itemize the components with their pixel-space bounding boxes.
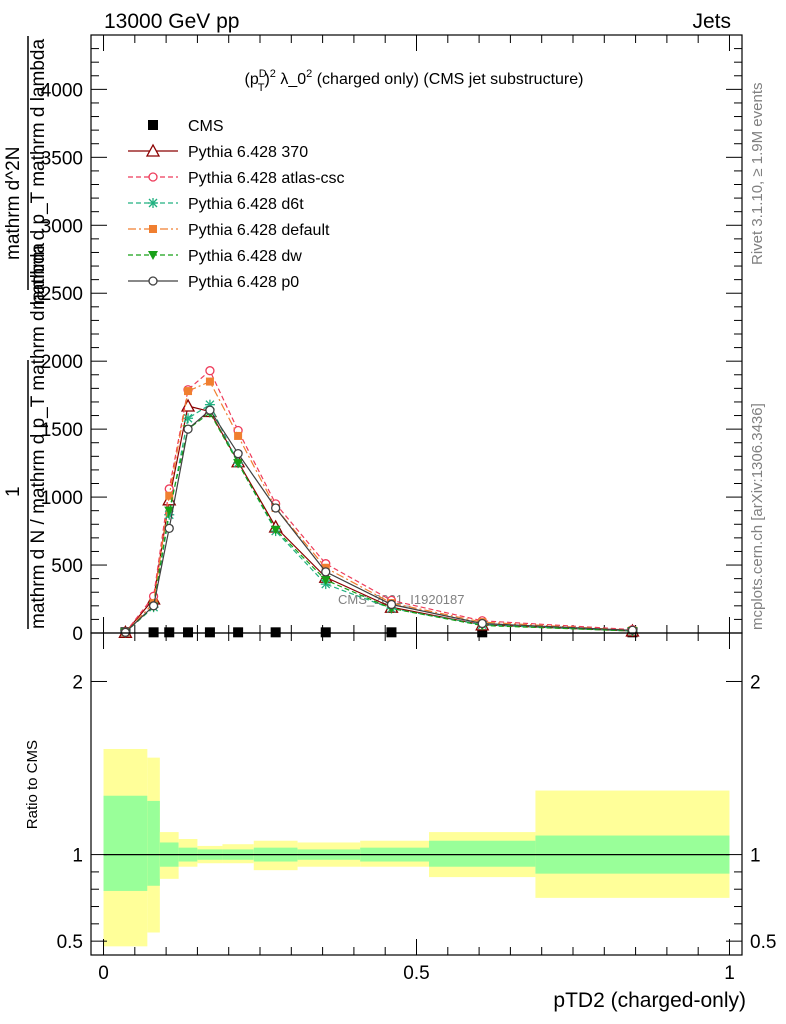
data-point — [148, 120, 158, 130]
main-y-tick-label: 1500 — [41, 420, 83, 441]
series-pythia-6-428-370 — [118, 398, 640, 638]
ratio-y-tick-label: 2 — [72, 672, 83, 693]
data-point — [145, 143, 161, 157]
data-point — [148, 198, 158, 208]
main-y-tick-label: 1000 — [41, 488, 83, 509]
main-y-tick-label: 2500 — [41, 284, 83, 305]
data-point — [386, 599, 397, 610]
ratio-inner-band — [147, 800, 160, 886]
ratio-frame — [90, 632, 743, 956]
watermark: CMS_2021_I1920187 — [338, 592, 465, 607]
mcplots-label: mcplots.cern.ch [arXiv:1306.3436] — [749, 403, 766, 630]
data-point — [320, 627, 331, 638]
ylabel-denominator-2: mathrm d p_T mathrm d lambda — [28, 39, 49, 310]
main-y-tick-label: 3500 — [41, 148, 83, 169]
ratio-y-tick-label-right: 1 — [750, 846, 761, 867]
legend-item: Pythia 6.428 d6t — [128, 196, 304, 213]
data-point — [149, 225, 157, 233]
data-point — [233, 448, 243, 459]
data-point — [270, 627, 281, 638]
ratio-tick-labels: 0.5 0.5 1 1 2 2 0 0.5 1 — [57, 672, 777, 984]
main-y-tick-label: 4000 — [41, 80, 83, 101]
legend-label: Pythia 6.428 default — [188, 222, 330, 239]
series-line — [124, 411, 633, 633]
data-point — [165, 491, 174, 500]
ratio-axis-ticks — [91, 633, 742, 955]
rivet-label: Rivet 3.1.10, ≥ 1.9M events — [749, 83, 766, 266]
data-point — [148, 251, 158, 260]
data-point — [164, 506, 175, 516]
data-point — [270, 525, 281, 535]
data-point — [477, 618, 487, 629]
data-point — [148, 276, 158, 286]
ylabel-numerator: 1 — [3, 486, 24, 497]
data-point — [183, 424, 193, 434]
x-tick-label: 1 — [724, 963, 735, 984]
x-tick-label: 0 — [98, 963, 109, 984]
series-line — [124, 369, 633, 633]
ratio-ylabel: Ratio to CMS — [24, 740, 41, 829]
x-axis-label: pTD2 (charged-only) — [553, 989, 746, 1012]
ratio-y-tick-label: 0.5 — [57, 932, 83, 953]
main-y-tick-label: 500 — [51, 556, 83, 577]
legend-label: Pythia 6.428 dw — [188, 248, 302, 265]
header-energy: 13000 GeV pp — [104, 10, 239, 33]
main-y-tick-labels: 0 500 1000 1500 2000 2500 3000 3500 4000 — [41, 80, 83, 645]
data-point — [183, 413, 194, 424]
legend-item: Pythia 6.428 dw — [128, 248, 302, 265]
data-point — [164, 523, 174, 533]
data-point — [477, 627, 488, 638]
data-point — [148, 627, 159, 638]
legend-label: Pythia 6.428 d6t — [188, 196, 304, 213]
legend-label: CMS — [188, 118, 224, 135]
data-point — [164, 627, 175, 638]
data-point — [205, 366, 215, 376]
data-point — [386, 627, 397, 638]
legend-item: CMS — [148, 118, 224, 135]
ratio-y-tick-label-right: 2 — [750, 672, 761, 693]
ratio-y-tick-label: 1 — [72, 846, 83, 867]
data-point — [627, 625, 638, 635]
main-ylabel: 1 mathrm d N / mathrm d p_T mathrm d lam… — [3, 36, 49, 629]
data-point — [234, 431, 243, 440]
series-cms — [120, 627, 638, 638]
ylabel-denominator: mathrm d N / mathrm d p_T mathrm d lambd… — [28, 242, 49, 629]
data-point — [120, 627, 131, 637]
series-pythia-6-428-p0 — [120, 405, 638, 637]
main-series-layer — [118, 366, 640, 638]
header-jets: Jets — [692, 10, 731, 33]
main-y-tick-label: 0 — [72, 624, 83, 645]
data-point — [148, 172, 158, 182]
main-y-tick-label: 3000 — [41, 216, 83, 237]
data-point — [205, 377, 214, 386]
legend-item: Pythia 6.428 atlas-csc — [128, 170, 345, 187]
legend-item: Pythia 6.428 370 — [128, 143, 308, 161]
main-title: (pD T)2 λ_02 (charged only) (CMS jet subs… — [245, 68, 584, 94]
legend-label: Pythia 6.428 p0 — [188, 274, 299, 291]
data-point — [321, 567, 331, 577]
data-point — [148, 601, 159, 611]
data-point — [205, 405, 215, 415]
data-point — [204, 627, 215, 638]
main-y-tick-label: 2000 — [41, 352, 83, 373]
legend-item: Pythia 6.428 p0 — [128, 274, 299, 291]
x-tick-label: 0.5 — [403, 963, 429, 984]
data-point — [183, 627, 194, 638]
ratio-y-tick-label-right: 0.5 — [750, 932, 776, 953]
legend-item: Pythia 6.428 default — [128, 222, 330, 239]
data-point — [271, 503, 281, 513]
ratio-inner-band — [103, 795, 148, 891]
ratio-bands — [103, 748, 730, 947]
data-point — [233, 459, 244, 469]
legend-label: Pythia 6.428 atlas-csc — [188, 170, 345, 187]
data-point — [320, 575, 331, 585]
ylabel-numerator-2: mathrm d^2N — [3, 147, 24, 260]
legend: CMS Pythia 6.428 370 Pythia 6.428 atlas-cs… — [128, 118, 345, 291]
data-point — [184, 387, 193, 396]
legend-label: Pythia 6.428 370 — [188, 144, 308, 161]
ratio-inner-band — [429, 840, 536, 867]
data-point — [233, 627, 244, 638]
